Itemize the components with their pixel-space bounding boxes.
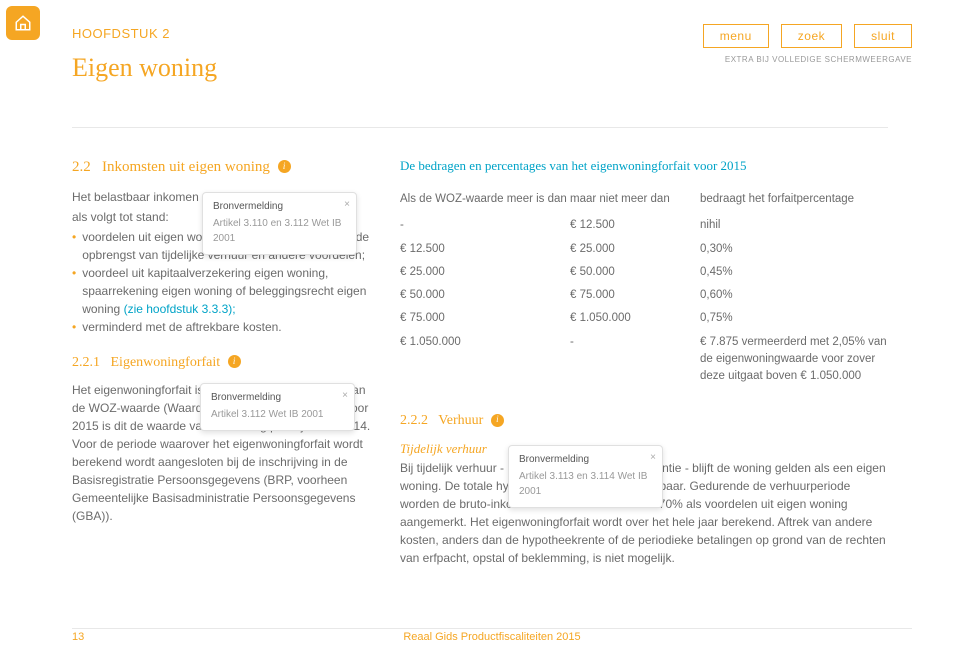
section-2-2-1-number: 2.2.1 <box>72 355 100 370</box>
close-button[interactable]: sluit <box>854 24 912 48</box>
chapter-title: Eigen woning <box>72 48 217 87</box>
chapter-label: HOOFDSTUK 2 <box>72 24 217 44</box>
citation-popup-1: × Bronvermelding Artikel 3.110 en 3.112 … <box>202 192 357 255</box>
search-button[interactable]: zoek <box>781 24 842 48</box>
table-row: € 12.500€ 25.0000,30% <box>400 238 888 261</box>
chapter-header: HOOFDSTUK 2 Eigen woning <box>72 24 217 87</box>
section-2-2-2-heading: 2.2.2 Verhuur i <box>400 410 888 431</box>
info-icon[interactable]: i <box>228 355 241 368</box>
table-row: € 25.000€ 50.0000,45% <box>400 261 888 284</box>
section-2-2-2-number: 2.2.2 <box>400 413 428 428</box>
page-number: 13 <box>72 629 112 646</box>
info-icon[interactable]: i <box>491 414 504 427</box>
bullet-3: verminderd met de aftrekbare kosten. <box>82 318 281 336</box>
table-row: € 75.000€ 1.050.0000,75% <box>400 307 888 330</box>
section-2-2-heading: 2.2 Inkomsten uit eigen woning i <box>72 156 372 179</box>
th-2: maar niet meer dan <box>570 191 700 214</box>
close-icon[interactable]: × <box>650 450 656 465</box>
info-icon[interactable]: i <box>278 160 291 173</box>
table-row: € 50.000€ 75.0000,60% <box>400 284 888 307</box>
table-row: € 1.050.000-€ 7.875 vermeerderd met 2,05… <box>400 331 888 389</box>
table-row: -€ 12.500nihil <box>400 214 888 237</box>
woz-table: Als de WOZ-waarde meer is dan maar niet … <box>400 191 888 388</box>
popup2-title: Bronvermelding <box>211 390 344 405</box>
section-2-2-number: 2.2 <box>72 159 91 175</box>
section-2-2-1-heading: 2.2.1 Eigenwoningforfait i <box>72 352 372 373</box>
footer-source: Reaal Gids Productfiscaliteiten 2015 <box>403 631 580 643</box>
table-title: De bedragen en percentages van het eigen… <box>400 156 888 176</box>
citation-popup-3: × Bronvermelding Artikel 3.113 en 3.114 … <box>508 445 663 508</box>
chapter-333-link[interactable]: (zie hoofdstuk 3.3.3); <box>124 302 236 316</box>
th-1: Als de WOZ-waarde meer is dan <box>400 191 570 214</box>
menu-button[interactable]: menu <box>703 24 769 48</box>
home-icon[interactable] <box>6 6 40 40</box>
section-2-2-2-title: Verhuur <box>438 413 483 428</box>
th-3: bedraagt het forfaitpercentage <box>700 191 888 214</box>
section-2-2-1-title: Eigenwoningforfait <box>111 355 221 370</box>
popup2-line: Artikel 3.112 Wet IB 2001 <box>211 407 344 422</box>
close-icon[interactable]: × <box>342 388 348 403</box>
divider <box>72 127 888 128</box>
section-2-2-title: Inkomsten uit eigen woning <box>102 159 270 175</box>
fullscreen-hint: EXTRA BIJ VOLLEDIGE SCHERMWEERGAVE <box>725 54 912 66</box>
popup1-line: Artikel 3.110 en 3.112 Wet IB 2001 <box>213 216 346 246</box>
popup3-title: Bronvermelding <box>519 452 652 467</box>
citation-popup-2: × Bronvermelding Artikel 3.112 Wet IB 20… <box>200 383 355 431</box>
popup1-title: Bronvermelding <box>213 199 346 214</box>
close-icon[interactable]: × <box>344 197 350 212</box>
popup3-line: Artikel 3.113 en 3.114 Wet IB 2001 <box>519 469 652 499</box>
